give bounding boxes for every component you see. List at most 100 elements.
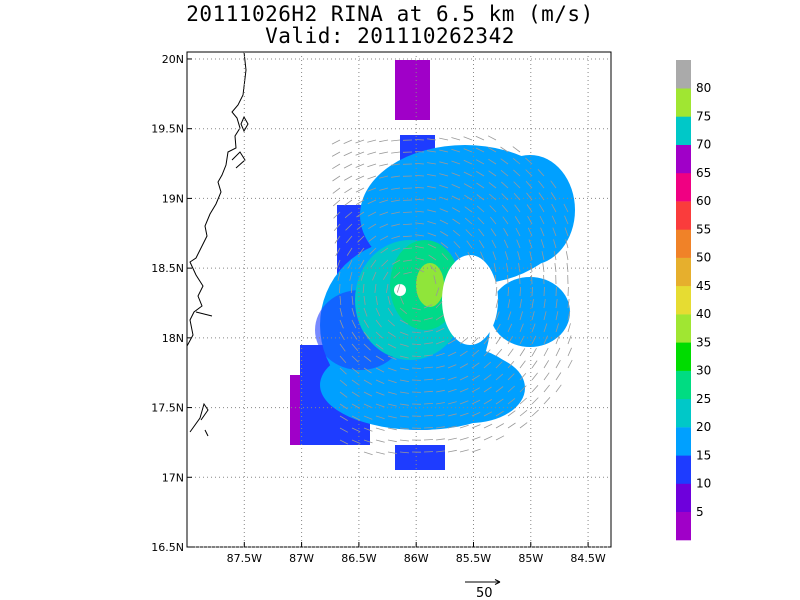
- wind-arrow: [475, 159, 485, 165]
- colorbar-label: 45: [696, 279, 711, 293]
- wind-arrow: [531, 286, 533, 297]
- wind-arrow: [363, 379, 372, 385]
- wind-arrow: [332, 163, 341, 170]
- wind-arrow: [363, 403, 373, 409]
- wind-arrow: [478, 240, 485, 249]
- wind-arrow: [351, 295, 354, 305]
- colorbar-swatch: [676, 483, 691, 512]
- wind-arrow: [363, 319, 369, 328]
- wind-arrow: [387, 415, 397, 419]
- wind-arrow: [566, 263, 569, 273]
- wind-arrow: [351, 415, 361, 421]
- wind-arrow: [346, 247, 353, 256]
- coastline: [187, 52, 249, 437]
- wind-arrow: [452, 229, 461, 237]
- wind-arrow: [359, 259, 365, 269]
- y-tick-label: 19N: [162, 192, 184, 205]
- wind-arrow: [358, 247, 365, 256]
- wind-arrow: [459, 424, 469, 429]
- y-tick-label: 18.5N: [151, 262, 184, 275]
- wind-arrow: [495, 410, 504, 417]
- wind-arrow: [393, 271, 401, 279]
- wind-arrow: [391, 223, 401, 227]
- wind-arrow: [375, 331, 383, 339]
- wind-arrow: [339, 379, 348, 387]
- wind-arrow: [332, 199, 341, 207]
- wind-arrow: [423, 415, 434, 417]
- wind-arrow: [495, 386, 504, 393]
- wind-arrow: [427, 243, 437, 249]
- wind-arrow: [368, 235, 377, 242]
- colorbar-swatch: [676, 229, 691, 258]
- wind-arrow: [531, 323, 536, 333]
- wind-arrow: [363, 439, 373, 444]
- wind-arrow: [427, 174, 437, 177]
- wind-arrow: [495, 373, 504, 381]
- wind-arrow: [471, 349, 480, 357]
- wind-arrow: [512, 157, 521, 165]
- wind-arrow: [539, 215, 545, 225]
- wind-arrow: [429, 264, 437, 273]
- wind-arrow: [343, 151, 353, 157]
- wind-arrow: [363, 367, 372, 374]
- wind-arrow: [343, 139, 353, 144]
- wind-arrow: [414, 186, 425, 189]
- wind-arrow: [453, 241, 461, 249]
- wind-arrow: [363, 331, 371, 340]
- wind-arrow: [565, 251, 569, 261]
- wind-arrow: [386, 283, 389, 293]
- wind-arrow: [339, 319, 344, 329]
- wind-arrow: [507, 286, 510, 297]
- wind-arrow: [345, 223, 353, 231]
- wind-arrow: [543, 347, 549, 357]
- wind-arrow: [331, 151, 341, 157]
- wind-arrow: [480, 251, 485, 261]
- wind-arrow: [495, 435, 505, 441]
- wind-arrow: [439, 149, 449, 153]
- wind-arrow: [399, 319, 409, 325]
- wind-arrow: [433, 275, 437, 285]
- wind-arrow: [375, 367, 385, 373]
- wind-arrow: [519, 348, 526, 357]
- wind-arrow: [495, 398, 504, 405]
- wind-arrow: [440, 242, 449, 249]
- wind-arrow: [387, 451, 397, 454]
- wind-arrow: [435, 287, 440, 297]
- wind-arrow: [463, 148, 473, 153]
- wind-arrow: [555, 372, 562, 381]
- wind-arrow: [423, 304, 433, 309]
- wind-arrow: [427, 185, 437, 189]
- wind-arrow: [490, 228, 497, 237]
- wind-arrow: [351, 343, 359, 352]
- wind-arrow: [439, 184, 449, 189]
- colorbar-label: 80: [696, 81, 711, 95]
- wind-arrow: [447, 376, 457, 381]
- wind-arrow: [355, 151, 365, 156]
- wind-arrow: [332, 187, 341, 194]
- wind-arrow: [531, 372, 538, 381]
- wind-arrow: [459, 363, 469, 369]
- wind-arrow: [459, 350, 468, 357]
- wind-arrow: [355, 187, 365, 193]
- wind-arrow: [501, 204, 509, 213]
- wind-arrow: [427, 221, 437, 225]
- data-gap: [442, 255, 498, 345]
- wind-arrow: [513, 169, 521, 177]
- wind-arrow: [375, 295, 378, 305]
- wind-arrow: [335, 247, 341, 257]
- wind-arrow: [414, 139, 425, 141]
- wind-arrow: [451, 160, 461, 165]
- wind-arrow: [351, 319, 357, 329]
- wind-arrow: [399, 403, 409, 406]
- wind-arrow: [367, 151, 377, 155]
- wind-arrow: [500, 169, 509, 177]
- wind-arrow: [339, 391, 348, 398]
- colorbar-label: 50: [696, 251, 711, 265]
- colorbar-swatch: [676, 88, 691, 117]
- wind-arrow: [519, 422, 528, 429]
- wind-arrow: [543, 323, 548, 333]
- blue-band-south: [395, 445, 445, 470]
- wind-arrow: [531, 397, 539, 405]
- wind-arrow: [399, 415, 409, 418]
- wind-arrow: [375, 307, 381, 317]
